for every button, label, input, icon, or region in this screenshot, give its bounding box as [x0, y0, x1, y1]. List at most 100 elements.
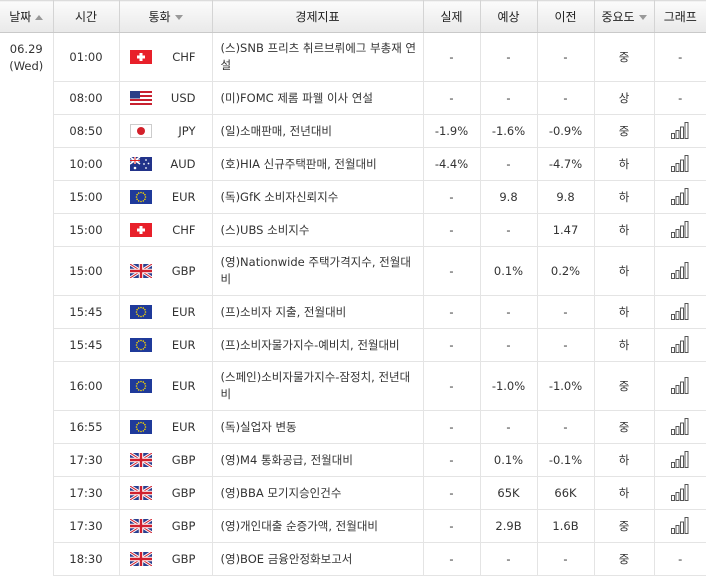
- bar-chart-icon[interactable]: [670, 450, 690, 471]
- currency-code: GBP: [171, 485, 196, 500]
- importance-cell: 하: [594, 328, 655, 362]
- currency-cell: EUR: [119, 361, 213, 411]
- graph-cell: [654, 410, 706, 444]
- time-column-header: 시간: [53, 0, 120, 33]
- date-cell: 06.29 (Wed): [0, 32, 54, 576]
- bar-chart-icon[interactable]: [670, 302, 690, 323]
- currency-cell: USD: [119, 81, 213, 115]
- previous-cell: 0.2%: [537, 246, 595, 296]
- australia-flag-icon: [129, 156, 152, 172]
- currency-cell: EUR: [119, 295, 213, 329]
- importance-cell: 중: [594, 509, 655, 543]
- uk-flag-icon: [128, 517, 153, 535]
- bar-chart-icon[interactable]: [670, 261, 690, 282]
- importance-cell: 하: [594, 180, 655, 214]
- date-column-header[interactable]: 날짜: [0, 0, 54, 33]
- uk-flag-icon: [128, 484, 153, 502]
- time-cell: 15:00: [53, 213, 120, 247]
- currency-column-header[interactable]: 통화: [119, 0, 213, 33]
- actual-cell: -: [423, 476, 481, 510]
- forecast-cell: -: [480, 542, 538, 576]
- dropdown-arrow-icon: [638, 15, 647, 20]
- currency-cell: CHF: [119, 32, 213, 82]
- importance-cell: 상: [594, 81, 655, 115]
- date-day: 06.29: [9, 42, 43, 56]
- indicator-column-header: 경제지표: [212, 0, 424, 33]
- previous-cell: -0.1%: [537, 443, 595, 477]
- table-row: 08:50 JPY (일)소매판매, 전년대비 -1.9% -1.6% -0.9% 중: [0, 114, 706, 148]
- importance-column-header[interactable]: 중요도: [594, 0, 655, 33]
- graph-cell: [654, 180, 706, 214]
- currency-code: CHF: [172, 222, 196, 237]
- currency-code: GBP: [171, 452, 196, 467]
- indicator-cell: (일)소매판매, 전년대비: [212, 114, 424, 148]
- graph-cell: [654, 328, 706, 362]
- actual-cell: -: [423, 328, 481, 362]
- bar-chart-icon[interactable]: [670, 376, 690, 397]
- currency-code: EUR: [171, 419, 196, 434]
- bar-chart-icon[interactable]: [670, 483, 690, 504]
- forecast-column-header: 예상: [480, 0, 538, 33]
- forecast-cell: -: [480, 213, 538, 247]
- header-row: 날짜 시간 통화 경제지표 실제 예상 이전 중요도 그래프: [0, 0, 706, 33]
- graph-cell: [654, 476, 706, 510]
- eu-flag-icon: [129, 305, 152, 320]
- forecast-cell: -: [480, 147, 538, 181]
- time-cell: 10:00: [53, 147, 120, 181]
- forecast-cell: -1.6%: [480, 114, 538, 148]
- currency-code: GBP: [171, 551, 196, 566]
- actual-cell: -: [423, 443, 481, 477]
- previous-cell: -: [537, 295, 595, 329]
- currency-code: EUR: [171, 189, 196, 204]
- bar-chart-icon[interactable]: [670, 220, 690, 241]
- time-cell: 08:50: [53, 114, 120, 148]
- currency-cell: GBP: [119, 509, 213, 543]
- table-row: 17:30 GBP (영)BBA 모기지승인건수 -65K 66K 하: [0, 476, 706, 510]
- actual-cell: -: [423, 361, 481, 411]
- forecast-cell: 2.9B: [480, 509, 538, 543]
- table-row: 06.29 (Wed) 01:00 CHF (스)SNB 프리츠 취르브뤼에그 부총재 …: [0, 32, 706, 576]
- currency-cell: GBP: [119, 443, 213, 477]
- indicator-cell: (영)BBA 모기지승인건수: [212, 476, 424, 510]
- currency-cell: EUR: [119, 180, 213, 214]
- table-row: 15:45 EUR (프)소비자물가지수-예비치, 전월대비 - - - 하: [0, 328, 706, 362]
- graph-cell: [654, 295, 706, 329]
- bar-chart-icon[interactable]: [670, 335, 690, 356]
- eu-flag-icon: [129, 379, 152, 394]
- previous-cell: -1.0%: [537, 361, 595, 411]
- table-row: 17:30 GBP (영)개인대출 순증가액, 전월대비 -2.9B 1.6B 중: [0, 509, 706, 543]
- indicator-cell: (독)실업자 변동: [212, 410, 424, 444]
- forecast-cell: -: [480, 81, 538, 115]
- previous-cell: -4.7%: [537, 147, 595, 181]
- forecast-cell: -: [480, 328, 538, 362]
- bar-chart-icon[interactable]: [670, 417, 690, 438]
- time-cell: 16:55: [53, 410, 120, 444]
- forecast-cell: 9.8: [480, 180, 538, 214]
- currency-code: GBP: [171, 518, 196, 533]
- time-cell: 15:45: [53, 328, 120, 362]
- eu-flag-icon: [129, 338, 152, 353]
- bar-chart-icon[interactable]: [670, 516, 690, 537]
- importance-cell: 중: [594, 361, 655, 411]
- eu-flag-icon: [129, 420, 152, 435]
- graph-cell: [654, 509, 706, 543]
- table-row: 15:00 CHF (스)UBS 소비지수 - -1.47 하: [0, 213, 706, 247]
- actual-cell: -: [423, 509, 481, 543]
- table-row: 10:00 AUD (호)HIA 신규주택판매, 전월대비 -4.4% - -4.7% 하: [0, 147, 706, 181]
- bar-chart-icon[interactable]: [670, 187, 690, 208]
- indicator-cell: (프)소비자 지출, 전월대비: [212, 295, 424, 329]
- table-row: 17:30 GBP (영)M4 통화공급, 전월대비 -0.1% -0.1% 하: [0, 443, 706, 477]
- graph-cell: [654, 213, 706, 247]
- time-cell: 17:30: [53, 443, 120, 477]
- time-cell: 15:00: [53, 246, 120, 296]
- bar-chart-icon[interactable]: [670, 121, 690, 142]
- graph-column-header: 그래프: [654, 0, 706, 33]
- previous-cell: -: [537, 410, 595, 444]
- forecast-cell: 0.1%: [480, 246, 538, 296]
- currency-cell: GBP: [119, 476, 213, 510]
- indicator-cell: (영)Nationwide 주택가격지수, 전월대비: [212, 246, 424, 296]
- currency-code: EUR: [171, 304, 196, 319]
- eu-flag-icon: [129, 190, 152, 205]
- bar-chart-icon[interactable]: [670, 154, 690, 175]
